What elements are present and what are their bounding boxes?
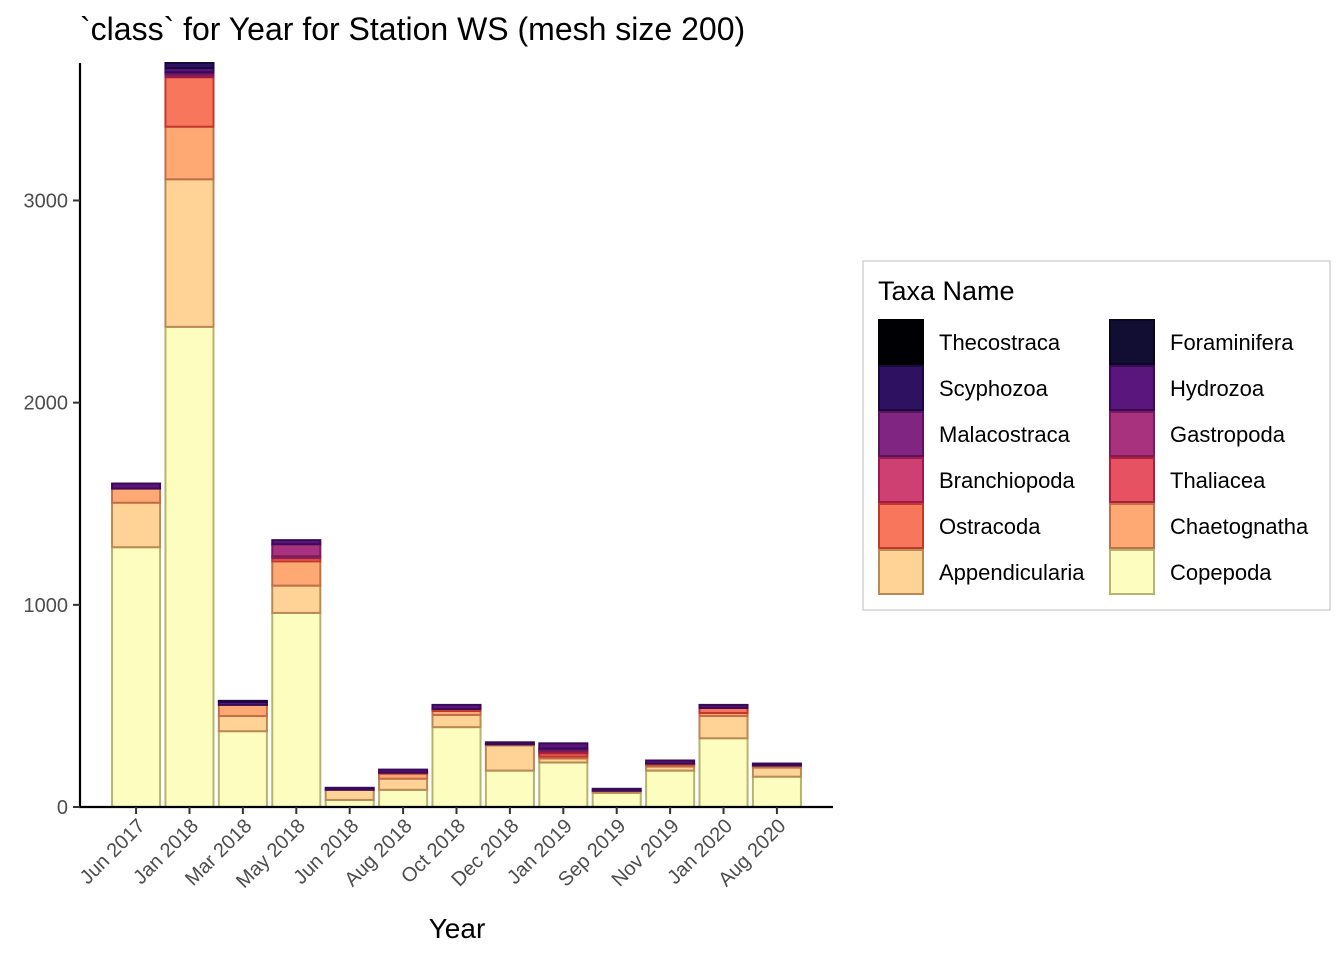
legend-key-copepoda: [1109, 549, 1155, 595]
bar-segment-appendicularia-6: [431, 714, 482, 729]
legend-label-thecostraca: Thecostraca: [939, 330, 1061, 355]
bar-segment-scyphozoa-2: [217, 699, 268, 703]
bar-segment-hydrozoa-3: [271, 539, 322, 546]
legend-key-branchiopoda: [878, 457, 924, 503]
legend-key-thecostraca: [878, 319, 924, 365]
legend-key-scyphozoa: [878, 365, 924, 411]
chart-title: `class` for Year for Station WS (mesh si…: [80, 11, 745, 47]
legend-box: [862, 260, 1331, 611]
legend-key-thaliacea: [1109, 457, 1155, 503]
bar-segment-copepoda-10: [645, 769, 696, 808]
bar-segment-chaetognatha-1: [164, 125, 215, 181]
y-tick-label: 3000: [24, 190, 69, 212]
y-tick-label: 2000: [24, 393, 69, 415]
legend-label-scyphozoa: Scyphozoa: [939, 376, 1049, 401]
legend-label-appendicularia: Appendicularia: [939, 560, 1085, 585]
bar-segment-scyphozoa-1: [164, 62, 215, 70]
bar-segment-appendicularia-11: [698, 715, 749, 740]
legend-items: Thecostraca Foraminifera Scyphozoa Hydrozoa…: [878, 319, 1309, 595]
bar-segment-hydrozoa-6: [431, 703, 482, 710]
bars-group: [111, 62, 802, 809]
bar-segment-chaetognatha-2: [217, 703, 268, 718]
bar-segment-appendicularia-2: [217, 715, 268, 733]
legend-label-branchiopoda: Branchiopoda: [939, 468, 1076, 493]
bar-segment-copepoda-7: [484, 769, 535, 808]
x-axis-title: Year: [429, 913, 486, 944]
legend-label-chaetognatha: Chaetognatha: [1170, 514, 1309, 539]
legend-key-hydrozoa: [1109, 365, 1155, 411]
bar-segment-appendicularia-7: [484, 744, 535, 772]
legend-label-thaliacea: Thaliacea: [1170, 468, 1266, 493]
y-tick-label: 0: [57, 797, 68, 819]
bar-segment-hydrozoa-12: [751, 762, 802, 767]
bar-segment-hydrozoa-4: [324, 786, 375, 791]
y-tick-label: 1000: [24, 595, 69, 617]
bar-segment-chaetognatha-0: [111, 487, 162, 504]
legend-label-foraminifera: Foraminifera: [1170, 330, 1294, 355]
legend-key-malacostraca: [878, 411, 924, 457]
legend-key-chaetognatha: [1109, 503, 1155, 549]
bar-segment-appendicularia-0: [111, 501, 162, 549]
bar-segment-hydrozoa-7: [484, 741, 535, 746]
bar-segment-hydrozoa-8: [538, 742, 589, 750]
legend: Taxa Name Thecostraca Foraminifera Scyphoz…: [862, 260, 1331, 611]
legend-label-gastropoda: Gastropoda: [1170, 422, 1286, 447]
bar-segment-ostracoda-1: [164, 76, 215, 128]
legend-label-ostracoda: Ostracoda: [939, 514, 1041, 539]
legend-label-copepoda: Copepoda: [1170, 560, 1272, 585]
bar-segment-hydrozoa-11: [698, 703, 749, 709]
bar-segment-appendicularia-4: [324, 788, 375, 801]
bar-segment-copepoda-0: [111, 546, 162, 809]
bar-segment-appendicularia-5: [378, 777, 429, 791]
legend-label-hydrozoa: Hydrozoa: [1170, 376, 1265, 401]
y-axis-ticks: 0 1000 2000 3000: [24, 190, 80, 819]
bar-segment-copepoda-2: [217, 730, 268, 808]
legend-key-gastropoda: [1109, 411, 1155, 457]
legend-key-appendicularia: [878, 549, 924, 595]
bar-segment-appendicularia-3: [271, 584, 322, 614]
bar-segment-hydrozoa-9: [591, 787, 642, 792]
bar-segment-hydrozoa-0: [111, 482, 162, 490]
bar-segment-appendicularia-12: [751, 766, 802, 778]
bar-segment-copepoda-12: [751, 775, 802, 808]
legend-key-foraminifera: [1109, 319, 1155, 365]
legend-label-malacostraca: Malacostraca: [939, 422, 1071, 447]
bar-segment-copepoda-5: [378, 788, 429, 809]
bar-segment-copepoda-8: [538, 761, 589, 809]
bar-segment-appendicularia-1: [164, 178, 215, 328]
bar-segment-copepoda-1: [164, 325, 215, 808]
legend-title: Taxa Name: [878, 276, 1015, 306]
bar-segment-gastropoda-3: [271, 543, 322, 558]
bar-segment-copepoda-9: [591, 791, 642, 808]
bar-segment-copepoda-11: [698, 737, 749, 809]
bar-segment-chaetognatha-3: [271, 560, 322, 587]
bar-segment-hydrozoa-5: [378, 768, 429, 774]
bar-segment-copepoda-3: [271, 611, 322, 808]
bar-segment-hydrozoa-10: [645, 759, 696, 765]
bar-segment-copepoda-6: [431, 726, 482, 809]
legend-key-ostracoda: [878, 503, 924, 549]
